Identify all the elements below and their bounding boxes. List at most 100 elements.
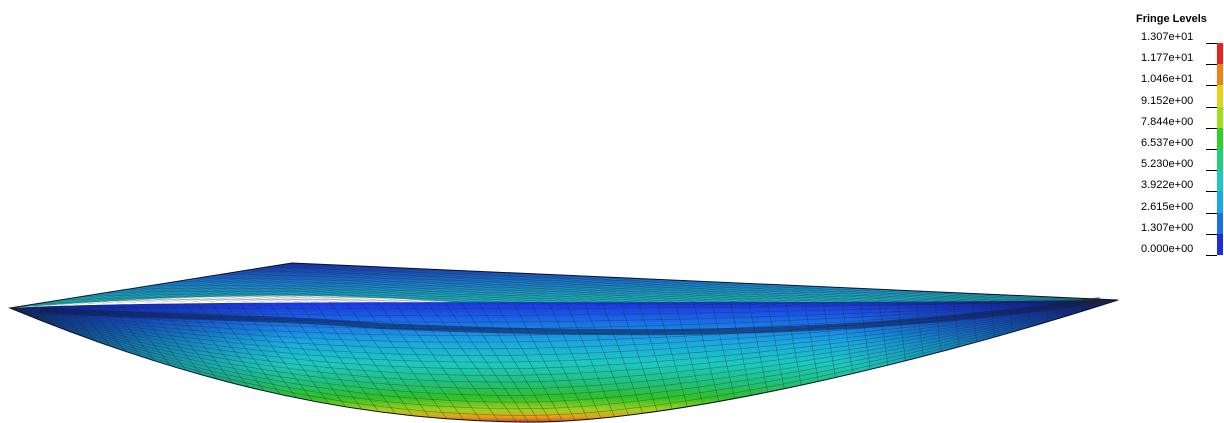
legend-color-band — [1217, 64, 1223, 86]
mesh-edge — [383, 277, 623, 303]
legend-tick — [1206, 149, 1217, 150]
mesh-edge — [619, 302, 658, 412]
mesh-edge — [86, 305, 126, 352]
mesh-edge — [197, 277, 1119, 301]
mesh-edge — [934, 301, 942, 352]
legend-level-label: 1.307e+00 — [1141, 221, 1194, 234]
mesh-edge — [802, 290, 912, 307]
mesh-edge — [145, 303, 202, 376]
mesh-edge — [1008, 300, 1013, 333]
mesh-edge — [596, 284, 774, 306]
legend-tick — [1206, 64, 1217, 66]
mesh-edge — [583, 301, 629, 416]
mesh-edge — [1027, 300, 1031, 327]
mesh-edge — [276, 273, 540, 302]
mesh-edge — [33, 298, 1119, 306]
mesh-edge — [804, 301, 819, 382]
mesh-edge — [497, 281, 706, 305]
legend-color-band — [1217, 212, 1223, 234]
mesh-edge — [729, 301, 752, 396]
legend-level-label: 1.046e+01 — [1141, 73, 1194, 86]
mesh-edge — [314, 302, 396, 415]
mesh-edge — [478, 301, 552, 422]
legend-color-band — [1217, 85, 1223, 107]
mesh-edge — [120, 304, 171, 367]
mesh-edge — [439, 279, 664, 304]
legend-level-label: 0.000e+00 — [1141, 243, 1194, 255]
legend-tick — [1206, 212, 1217, 214]
mesh-edge — [477, 280, 692, 305]
mesh-edge — [239, 302, 313, 402]
mesh-edge — [461, 301, 540, 423]
mesh-edge — [760, 289, 885, 307]
mesh-edge — [536, 282, 733, 305]
mesh-edge — [1099, 300, 1101, 306]
mesh-edge — [361, 302, 447, 419]
mesh-edge — [865, 292, 953, 307]
mesh-edge — [748, 301, 768, 393]
mesh-edge — [74, 265, 361, 305]
legend-tick — [1206, 127, 1217, 129]
mesh-edge — [88, 266, 375, 305]
mesh-edge — [657, 286, 816, 307]
mesh-edge — [221, 274, 1119, 301]
legend-tick — [1206, 191, 1217, 193]
mesh-edge — [298, 302, 379, 412]
legend-tick — [1206, 85, 1217, 87]
mesh-edge — [127, 288, 1119, 302]
mesh-edge — [693, 302, 720, 402]
mesh-edge — [193, 270, 472, 303]
mesh-edge — [576, 283, 761, 306]
mesh-edge — [785, 301, 802, 386]
mesh-edge — [35, 306, 53, 326]
mesh-edge — [75, 305, 111, 347]
mesh-edge — [841, 301, 854, 374]
legend-level-label: 1.177e+01 — [1141, 52, 1194, 65]
mesh-edge — [244, 270, 1119, 301]
mesh-edge — [45, 306, 68, 331]
mesh-edge — [56, 296, 1119, 305]
mesh-edge — [242, 272, 513, 302]
mesh-edge — [601, 301, 643, 414]
mesh-edge — [971, 301, 977, 343]
mesh-edge — [916, 301, 924, 357]
mesh-side-shading — [10, 300, 1118, 423]
mesh-edge — [844, 291, 940, 307]
mesh-edge — [197, 303, 265, 392]
mesh-edge — [209, 271, 485, 302]
mesh-edge — [293, 274, 554, 303]
mesh-edge — [310, 275, 568, 303]
mesh-edge — [530, 301, 589, 420]
mesh-edge — [822, 301, 836, 378]
mesh-edge — [767, 301, 785, 389]
mesh-crease-line — [39, 297, 1101, 336]
mesh-edge — [516, 281, 719, 305]
mesh-edge — [55, 305, 82, 337]
mesh-edge — [565, 301, 615, 417]
mesh-edge — [638, 302, 673, 410]
mesh-edge — [346, 276, 595, 303]
mesh-edge — [444, 302, 529, 423]
mesh-edge — [102, 267, 389, 304]
mesh-edge — [161, 269, 444, 303]
mesh-edge — [420, 278, 650, 304]
mesh-edge — [103, 291, 1119, 302]
mesh-edge — [170, 303, 233, 384]
mesh-edge — [225, 272, 499, 302]
legend-tick — [1206, 233, 1217, 235]
legend-color-band — [1217, 170, 1223, 192]
mesh-edge — [636, 285, 802, 306]
mesh-edge — [556, 283, 747, 305]
mesh-edge — [495, 301, 563, 422]
mesh-edge — [268, 266, 1119, 301]
mesh-edge — [65, 305, 97, 342]
mesh-edge — [211, 303, 281, 395]
mesh-edge — [512, 301, 576, 421]
legend-tick — [1206, 170, 1217, 172]
mesh-edge — [427, 302, 517, 423]
mesh-edge — [268, 302, 346, 407]
mesh-edge — [548, 301, 602, 419]
legend-level-label: 3.922e+00 — [1141, 179, 1194, 192]
legend-tick — [1206, 43, 1217, 44]
